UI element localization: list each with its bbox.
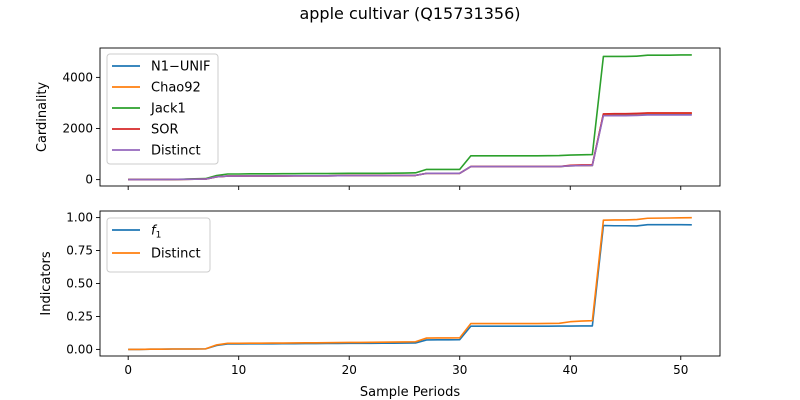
x-tick-label: 0 [124,363,132,377]
series-line-1-3 [128,54,692,181]
y-tick-label: 1.00 [66,211,93,225]
panels: 0 2000 4000 Cardinality N1−UNIF Chao92 Jack1 SO… [35,47,721,377]
x-tick-label: 50 [673,363,688,377]
x-axis-label: Sample Periods [360,385,460,400]
y-tick-label: 4000 [62,70,93,84]
legend-label: N1−UNIF [151,60,210,75]
y-tick-label: 0.50 [66,277,93,291]
legend-box [106,217,211,273]
y-tick-label: 0.75 [66,244,93,258]
y-tick-label: 2000 [62,122,93,136]
legend-label: f1 [151,224,161,241]
y-tick-label: 0.25 [66,309,93,323]
y-tick-label: 0.00 [66,342,93,356]
legend: N1−UNIF Chao92 Jack1 SOR Distinct [106,53,219,165]
x-tick-label: 40 [563,363,578,377]
series-line-1-5 [128,114,692,181]
x-tick-label: 30 [452,363,467,377]
legend-label: Jack1 [150,102,186,117]
legend-label: Distinct [151,247,201,262]
chart-panel-2: 0 10 20 30 40 50 0.00 0.25 0.50 0.75 1.00 Indicator… [39,210,721,377]
legend-box [106,53,219,165]
axes-frame [99,47,721,187]
series-group [128,54,692,181]
series-group [128,216,692,351]
y-tick-label: 0 [85,173,93,187]
legend-label: Chao92 [151,81,201,96]
y-axis-label: Cardinality [35,82,50,153]
legend: f1 Distinct [106,217,211,273]
legend-label: SOR [151,123,179,138]
figure-title: apple cultivar (Q15731356) [299,4,520,23]
x-tick-label: 20 [342,363,357,377]
y-axis-label: Indicators [39,251,54,315]
chart-panel-1: 0 2000 4000 Cardinality N1−UNIF Chao92 Jack1 SO… [35,47,721,190]
x-tick-label: 10 [231,363,246,377]
legend-label: Distinct [151,144,201,159]
series-line-2-2 [128,216,692,351]
